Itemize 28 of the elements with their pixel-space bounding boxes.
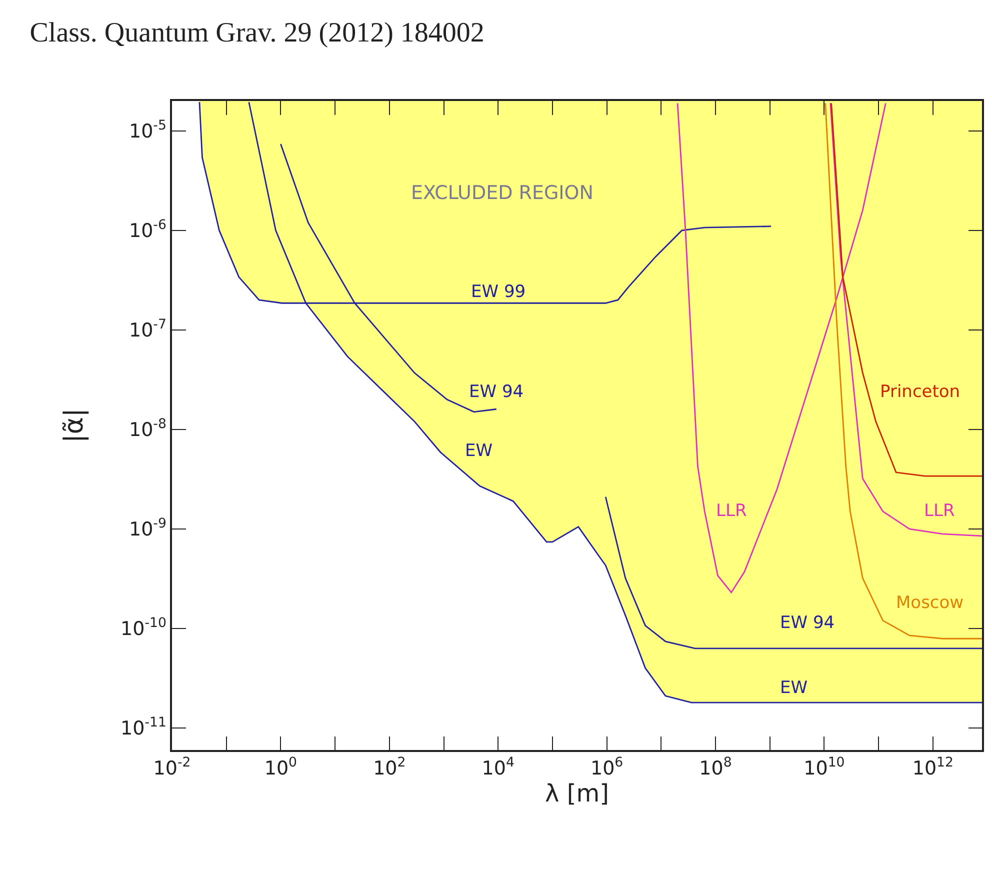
x-tick-label: 10$^{0}$ [264, 756, 298, 780]
text: EW [465, 441, 493, 461]
series-label: EW [780, 678, 808, 698]
y-tick-label: 10$^{-7}$ [128, 318, 166, 342]
y-tick-label: 10$^{-8}$ [128, 417, 166, 442]
x-tick-label: 10$^{12}$ [912, 756, 954, 780]
y-tick-label: 10$^{-6}$ [128, 218, 166, 242]
series-label: EW 94 [469, 382, 524, 402]
x-tick-label: 10$^{8}$ [699, 756, 732, 780]
y-tick-label: 10$^{-10}$ [120, 616, 166, 640]
x-axis-title: λ [m] [545, 780, 609, 808]
series-label: Princeton [880, 382, 960, 402]
x-tick-label: 10$^{6}$ [590, 756, 624, 780]
annotation: EXCLUDED REGION [411, 182, 594, 204]
y-axis-title: |α̃| [59, 408, 90, 443]
x-tick-label: 10$^{10}$ [804, 756, 845, 780]
chart-title: Class. Quantum Grav. 29 (2012) 184002 [30, 18, 484, 49]
x-tick-label: 10$^{2}$ [373, 756, 406, 780]
series-label: EW 99 [471, 282, 526, 302]
y-tick-label: 10$^{-11}$ [120, 716, 166, 740]
series-label: LLR [924, 501, 955, 521]
series-label: EW 94 [780, 613, 835, 633]
x-tick-label: 10$^{-2}$ [153, 756, 191, 780]
y-tick-label: 10$^{-5}$ [128, 118, 166, 143]
y-tick-label: 10$^{-9}$ [128, 516, 166, 541]
x-tick-label: 10$^{4}$ [482, 756, 514, 780]
series-label: Moscow [896, 593, 964, 613]
series-label: LLR [716, 501, 747, 521]
